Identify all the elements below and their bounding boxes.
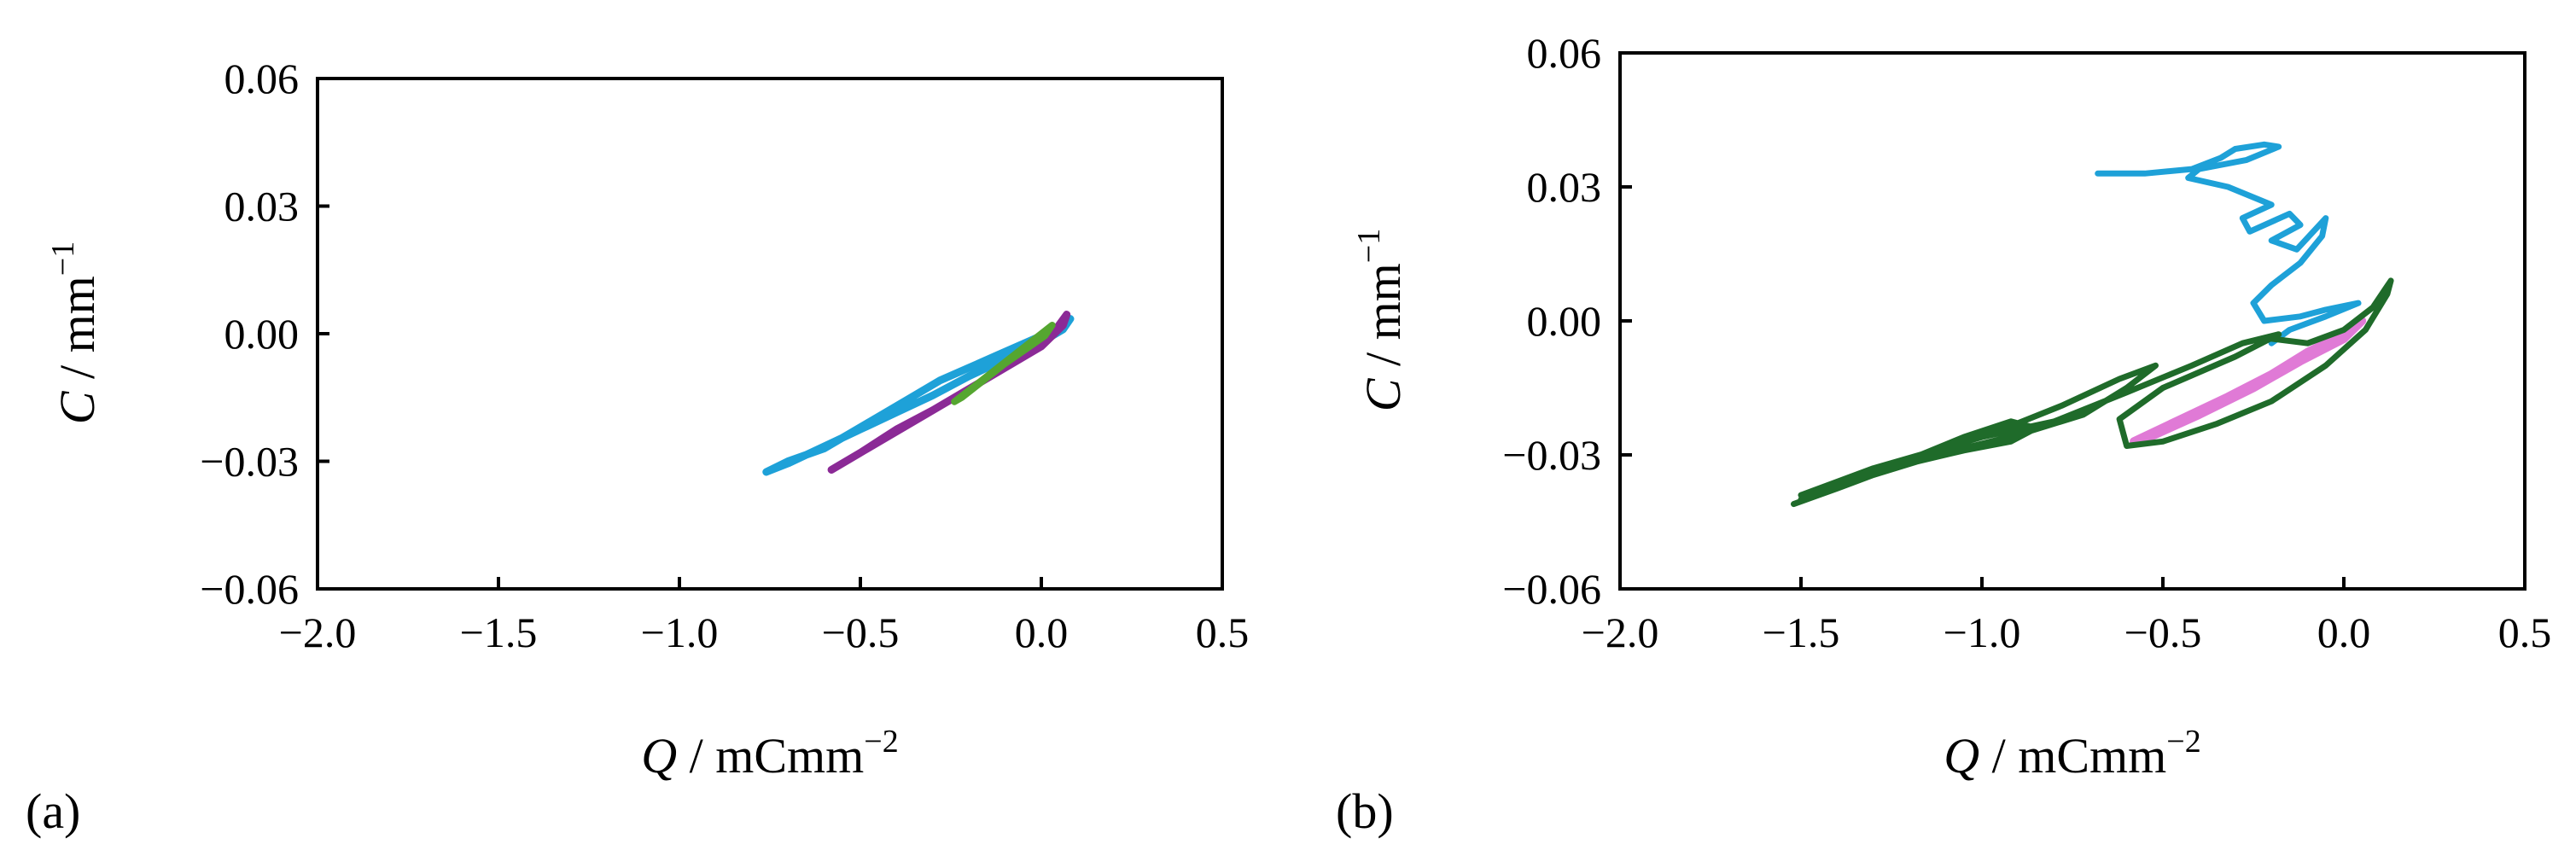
panel-label: (b): [1336, 783, 1394, 839]
plot-frame: [1618, 51, 2526, 591]
y-tick-label: 0.03: [1527, 163, 1602, 211]
y-tick-label: 0.06: [1527, 29, 1602, 77]
x-tick-label: 0.5: [2498, 609, 2552, 656]
y-tick-label: −0.03: [200, 438, 299, 486]
y-tick-label: 0.00: [1527, 297, 1602, 345]
x-tick-label: −1.5: [460, 609, 538, 656]
x-tick-label: −0.5: [822, 609, 900, 656]
x-tick-label: 0.0: [1015, 609, 1069, 656]
y-tick-label: −0.03: [1502, 431, 1601, 479]
plot-frame: [316, 77, 1224, 591]
x-tick-label: −1.5: [1763, 609, 1840, 656]
y-tick-label: −0.06: [1502, 565, 1601, 613]
x-tick-label: 0.0: [2317, 609, 2371, 656]
series-line-3: [951, 322, 1056, 405]
x-tick-label: −1.0: [1944, 609, 2021, 656]
x-axis-title: Q / mCmm−2: [1944, 724, 2200, 783]
x-axis-title: Q / mCmm−2: [641, 724, 898, 783]
series-line-1: [2130, 317, 2367, 446]
chart-panel-b: −2.0 −1.5 −1.0 −0.5 0.0 0.5 −0.06 −0.03 0.00 0.03…: [1336, 29, 2551, 839]
y-tick-label: −0.06: [200, 565, 299, 613]
x-tick-label: −1.0: [641, 609, 719, 656]
x-tick-label: −2.0: [1582, 609, 1659, 656]
series-line-2: [2095, 141, 2362, 346]
y-tick-label: 0.06: [224, 55, 300, 102]
x-tick-label: −0.5: [2124, 609, 2202, 656]
chart-panel-a: −2.0 −1.5 −1.0 −0.5 0.0 0.5 −0.06 −0.03 0.00 0.03…: [26, 55, 1249, 839]
series-line-3: [1791, 277, 2394, 508]
series-line-2: [827, 311, 1071, 474]
x-tick-label: 0.5: [1196, 609, 1250, 656]
series-line-1: [762, 315, 1075, 476]
x-tick-label: −2.0: [279, 609, 357, 656]
y-axis-title: C / mm−1: [1351, 229, 1411, 411]
y-tick-label: 0.03: [224, 183, 300, 230]
panel-label: (a): [26, 783, 80, 839]
y-axis-title: C / mm−1: [45, 242, 105, 424]
y-tick-label: 0.00: [224, 310, 300, 358]
